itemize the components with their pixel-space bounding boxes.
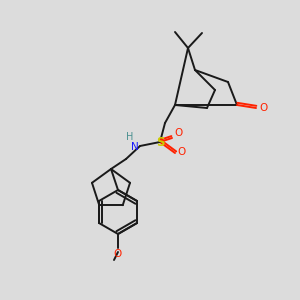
Text: O: O [174,128,182,138]
Text: N: N [131,142,139,152]
Text: S: S [156,136,164,148]
Text: H: H [126,132,133,142]
Text: O: O [114,249,122,259]
Text: O: O [177,147,185,157]
Text: O: O [259,103,267,113]
